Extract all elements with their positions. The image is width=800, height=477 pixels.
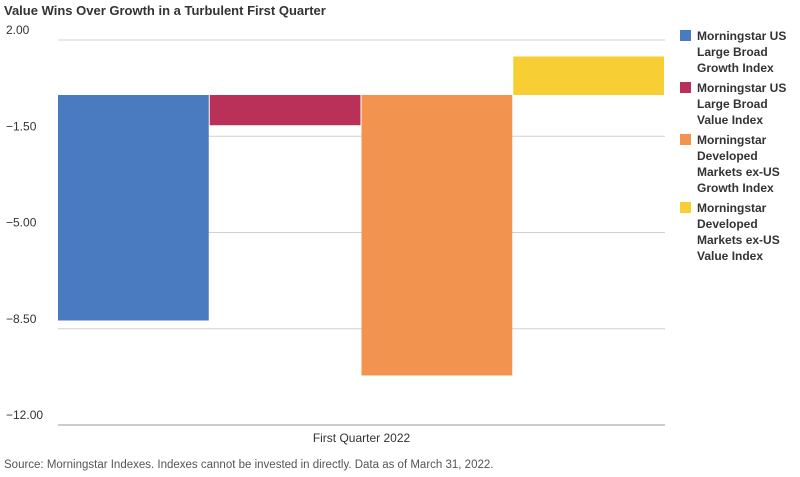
legend-label-us-value: Morningstar US Large Broad Value Index	[697, 81, 787, 127]
y-tick-label: −8.50	[6, 312, 37, 326]
legend-label-us-growth: Morningstar US Large Broad Growth Index	[697, 29, 787, 75]
bar	[361, 95, 513, 376]
legend-label-dm-value: Morningstar Developed Markets ex-US Valu…	[697, 201, 780, 263]
y-tick-label: −1.50	[6, 119, 37, 133]
legend-item-us-value: Morningstar US Large Broad Value Index	[680, 80, 800, 128]
source-note: Source: Morningstar Indexes. Indexes can…	[4, 459, 494, 471]
y-tick-label: 2.00	[6, 23, 30, 37]
y-tick-label: −12.00	[6, 408, 43, 422]
legend-label-dm-growth: Morningstar Developed Markets ex-US Grow…	[697, 133, 780, 195]
x-tick-label: First Quarter 2022	[313, 431, 411, 445]
legend: Morningstar US Large Broad Growth Index …	[680, 28, 800, 268]
legend-swatch-us-growth	[680, 30, 691, 41]
legend-swatch-us-value	[680, 82, 691, 93]
chart-title: Value Wins Over Growth in a Turbulent Fi…	[4, 3, 326, 18]
legend-item-dm-value: Morningstar Developed Markets ex-US Valu…	[680, 200, 800, 264]
legend-item-us-growth: Morningstar US Large Broad Growth Index	[680, 28, 800, 76]
legend-item-dm-growth: Morningstar Developed Markets ex-US Grow…	[680, 132, 800, 196]
legend-swatch-dm-value	[680, 202, 691, 213]
bar	[58, 95, 209, 321]
legend-swatch-dm-growth	[680, 134, 691, 145]
bar	[513, 56, 664, 95]
y-tick-label: −5.00	[6, 216, 37, 230]
bar-chart: 2.00 −1.50 −5.00 −8.50 −12.00 First Quarter 2…	[6, 23, 665, 445]
bar	[209, 95, 361, 126]
